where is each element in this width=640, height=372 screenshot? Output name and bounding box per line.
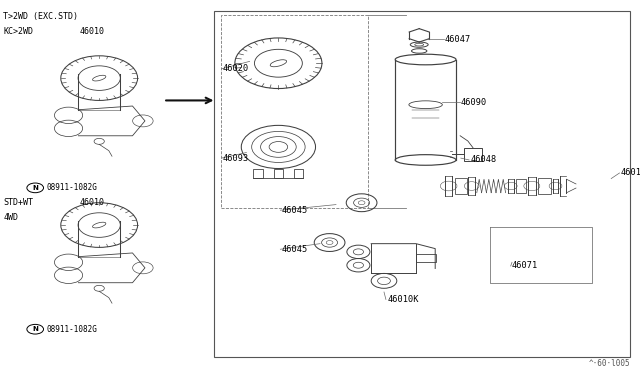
Bar bbox=[294, 169, 303, 178]
Text: T>2WD (EXC.STD): T>2WD (EXC.STD) bbox=[3, 12, 78, 21]
Bar bbox=[253, 169, 262, 178]
Bar bbox=[538, 177, 551, 194]
Text: 08911-1082G: 08911-1082G bbox=[46, 183, 97, 192]
Text: 46047: 46047 bbox=[445, 35, 471, 44]
Text: 46010K: 46010K bbox=[387, 295, 419, 304]
Bar bbox=[221, 15, 368, 208]
Text: ^·60·l005: ^·60·l005 bbox=[589, 359, 630, 368]
Bar bbox=[274, 169, 283, 178]
Text: 46020: 46020 bbox=[223, 64, 249, 73]
Text: 46090: 46090 bbox=[461, 98, 487, 107]
Bar bbox=[416, 254, 436, 262]
Text: 46010: 46010 bbox=[621, 169, 640, 177]
Bar bbox=[214, 11, 630, 357]
Text: 46048: 46048 bbox=[470, 155, 497, 164]
Text: 46010: 46010 bbox=[80, 27, 105, 36]
Text: 08911-1082G: 08911-1082G bbox=[46, 325, 97, 334]
Text: 46010: 46010 bbox=[80, 198, 105, 207]
Bar bbox=[516, 179, 526, 193]
Text: 46045: 46045 bbox=[282, 245, 308, 254]
Text: STD+WT: STD+WT bbox=[3, 198, 33, 207]
Text: 46045: 46045 bbox=[282, 206, 308, 215]
Text: 46071: 46071 bbox=[512, 262, 538, 270]
Text: N: N bbox=[32, 326, 38, 332]
Text: N: N bbox=[32, 185, 38, 191]
Bar bbox=[464, 148, 482, 161]
Bar bbox=[455, 178, 467, 194]
Text: 46093: 46093 bbox=[223, 154, 249, 163]
Text: 4WD: 4WD bbox=[3, 213, 18, 222]
Text: KC>2WD: KC>2WD bbox=[3, 27, 33, 36]
